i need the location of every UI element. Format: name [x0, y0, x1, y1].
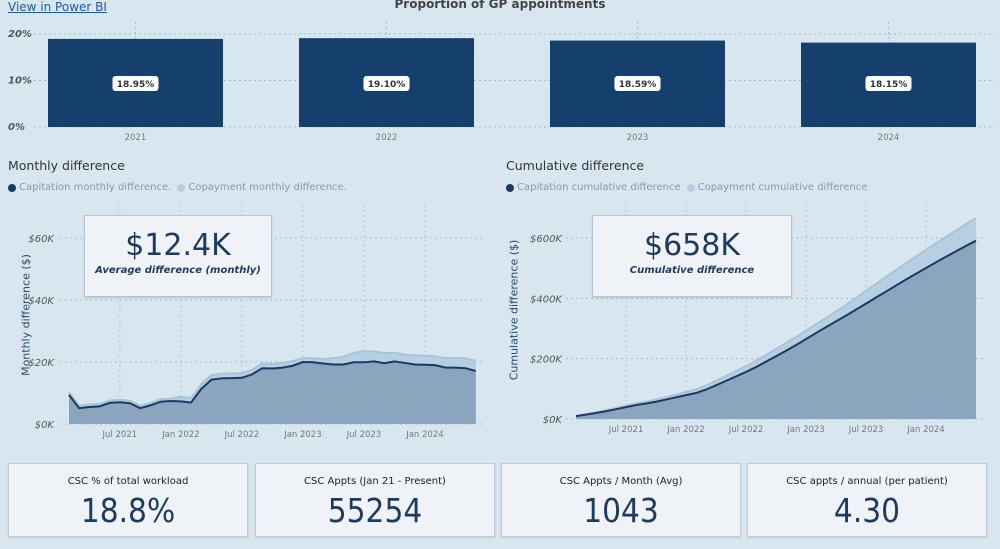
legend-copayment-cumulative[interactable]: Copayment cumulative difference	[697, 182, 868, 193]
monthly-legend: Capitation monthly difference. Copayment…	[8, 182, 347, 193]
x-tick-label: Jul 2023	[346, 430, 382, 440]
card-csc-appts-total: CSC Appts (Jan 21 - Present) 55254	[255, 463, 495, 537]
card-label: CSC Appts / Month (Avg)	[559, 476, 683, 487]
legend-capitation[interactable]: Capitation monthly difference.	[19, 182, 172, 193]
x-tick-label: Jul 2022	[224, 430, 260, 440]
data-label: 19.10%	[368, 80, 406, 90]
average-difference-kpi: $12.4K Average difference (monthly)	[84, 215, 272, 297]
x-tick-label: 2021	[125, 133, 147, 143]
y-tick-label: $60K	[28, 234, 55, 245]
legend-copayment[interactable]: Copayment monthly difference.	[188, 182, 347, 193]
x-tick-label: Jul 2022	[728, 425, 764, 435]
data-label: 18.95%	[117, 80, 155, 90]
kpi-value: $658K	[643, 228, 741, 263]
y-tick-label: $20K	[28, 358, 55, 369]
capitation-area	[69, 361, 476, 424]
cumulative-y-axis-title: Cumulative difference ($)	[507, 239, 521, 381]
y-tick-label: $0K	[35, 420, 56, 431]
y-tick-label: $0K	[543, 415, 564, 426]
y-tick-label: 0%	[8, 122, 25, 133]
data-label: 18.15%	[870, 80, 908, 90]
card-label: CSC % of total workload	[67, 476, 189, 487]
capitation-legend-dot-icon	[8, 183, 16, 192]
y-tick-label: $400K	[530, 294, 563, 305]
x-tick-label: Jan 2024	[906, 425, 944, 435]
data-label: 18.59%	[619, 80, 657, 90]
cumulative-difference-kpi: $658K Cumulative difference	[592, 215, 792, 297]
bar-chart-title: Proportion of GP appointments	[394, 0, 606, 11]
x-tick-label: 2022	[376, 133, 398, 143]
copayment-line	[68, 350, 477, 407]
x-tick-label: Jan 2023	[283, 430, 321, 440]
y-tick-label: 20%	[8, 29, 32, 40]
card-csc-appts-annual: CSC appts / annual (per patient) 4.30	[747, 463, 987, 537]
x-tick-label: Jul 2023	[848, 425, 884, 435]
view-in-power-bi-link[interactable]: View in Power BI	[8, 0, 107, 14]
card-csc-appts-month: CSC Appts / Month (Avg) 1043	[501, 463, 741, 537]
monthly-y-axis-title: Monthly difference ($)	[19, 254, 33, 376]
kpi-caption: Average difference (monthly)	[95, 265, 261, 276]
capitation-line	[575, 239, 977, 418]
card-value: 55254	[327, 491, 423, 530]
monthly-chart-title: Monthly difference	[8, 158, 125, 173]
capitation-line	[68, 360, 477, 410]
x-tick-label: Jan 2022	[161, 430, 199, 440]
data-label-bg	[865, 76, 912, 91]
data-label-bg	[363, 76, 410, 91]
card-label: CSC Appts (Jan 21 - Present)	[304, 476, 446, 487]
kpi-value: $12.4K	[125, 228, 231, 263]
card-csc-workload: CSC % of total workload 18.8%	[8, 463, 248, 537]
card-value: 18.8%	[80, 491, 176, 530]
card-label: CSC appts / annual (per patient)	[786, 476, 948, 487]
capitation-legend-dot-icon	[506, 183, 514, 192]
capitation-area	[576, 240, 976, 419]
card-value: 1043	[583, 491, 659, 530]
copayment-legend-dot-icon	[686, 183, 695, 192]
y-tick-label: $200K	[530, 355, 563, 366]
x-tick-label: 2024	[878, 133, 900, 143]
copayment-line	[575, 217, 977, 417]
data-label-bg	[614, 76, 661, 91]
legend-capitation-cumulative[interactable]: Capitation cumulative difference	[517, 182, 681, 193]
cumulative-legend: Capitation cumulative difference Copayme…	[506, 182, 867, 193]
x-tick-label: 2023	[627, 133, 649, 143]
data-label-bg	[112, 76, 159, 91]
x-tick-label: Jan 2024	[405, 430, 443, 440]
kpi-caption: Cumulative difference	[629, 265, 755, 276]
y-tick-label: 10%	[8, 76, 32, 87]
y-tick-label: $40K	[28, 296, 55, 307]
copayment-legend-dot-icon	[177, 183, 186, 192]
card-value: 4.30	[833, 491, 901, 530]
cumulative-chart-title: Cumulative difference	[506, 158, 645, 173]
x-tick-label: Jan 2022	[666, 425, 704, 435]
y-tick-label: $600K	[530, 234, 563, 245]
x-tick-label: Jul 2021	[102, 430, 138, 440]
x-tick-label: Jul 2021	[608, 425, 644, 435]
x-tick-label: Jan 2023	[786, 425, 824, 435]
